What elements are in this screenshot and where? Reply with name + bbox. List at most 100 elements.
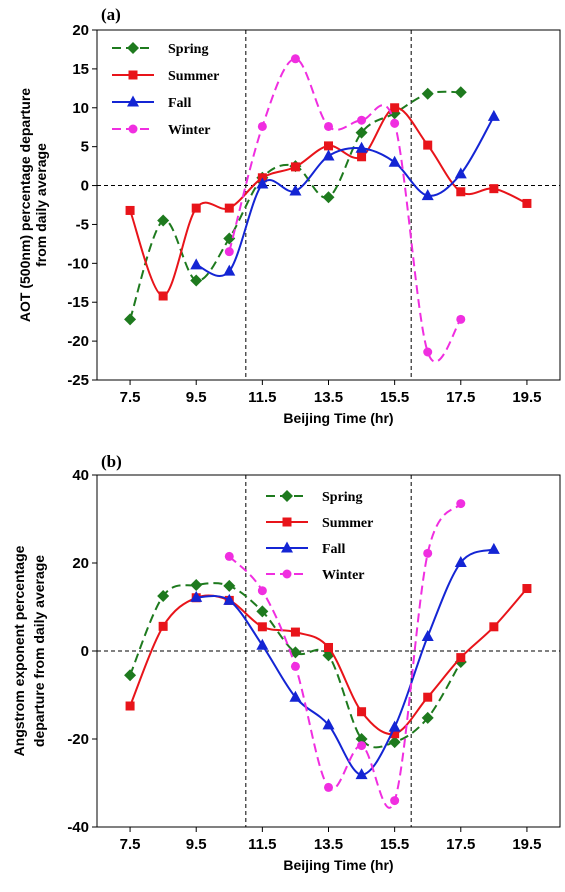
series-line <box>196 548 495 776</box>
x-tick-label: 7.5 <box>120 389 141 406</box>
series-fall <box>190 109 500 277</box>
y-tick-label: 0 <box>81 643 89 660</box>
data-point <box>357 707 367 717</box>
y-axis-label: from daily average <box>33 143 49 267</box>
data-point <box>322 191 335 204</box>
legend-label: Spring <box>168 42 208 57</box>
y-tick-label: -20 <box>67 731 89 748</box>
y-tick-label: -10 <box>67 255 89 272</box>
y-tick-label: -40 <box>67 819 89 836</box>
data-point <box>487 109 500 121</box>
y-tick-label: -25 <box>67 372 89 389</box>
x-tick-label: 11.5 <box>248 389 276 406</box>
y-tick-label: -5 <box>76 216 89 233</box>
data-point <box>257 622 267 632</box>
x-tick-label: 13.5 <box>314 836 343 853</box>
data-point <box>290 162 300 172</box>
y-tick-label: 15 <box>72 61 89 78</box>
data-point <box>289 690 302 702</box>
x-tick-label: 9.5 <box>186 389 207 406</box>
data-point <box>390 103 400 113</box>
y-axis-label: AOT (500nm) percentage departure <box>17 88 33 322</box>
data-point <box>421 87 434 100</box>
data-point <box>423 548 433 558</box>
data-point <box>454 167 467 179</box>
data-point <box>324 121 333 131</box>
data-point <box>257 121 267 131</box>
data-point <box>124 313 137 326</box>
data-point <box>324 782 333 792</box>
y-tick-label: 40 <box>72 467 89 484</box>
plot-frame <box>96 29 561 381</box>
data-point <box>388 736 401 749</box>
data-point <box>355 733 368 745</box>
x-tick-label: 11.5 <box>248 836 276 853</box>
data-point <box>290 54 300 64</box>
series-summer <box>125 103 532 301</box>
chart-panel-b: -40 -20 0 20 40 7.5 9.5 11.5 13.5 15.5 17.5 19.5 Bei… <box>11 452 561 873</box>
x-tick-label: 15.5 <box>380 836 409 853</box>
data-point <box>223 232 236 245</box>
data-point <box>224 247 234 257</box>
data-point <box>456 499 466 509</box>
data-point <box>355 768 368 780</box>
series-line <box>129 582 462 749</box>
data-point <box>257 586 267 596</box>
x-tick-label: 7.5 <box>120 836 141 853</box>
data-point <box>157 590 170 602</box>
legend-label: Spring <box>322 490 362 505</box>
data-point <box>124 669 137 682</box>
legend-marker <box>128 70 138 80</box>
data-point <box>421 629 434 641</box>
series-winter <box>224 499 466 809</box>
data-point <box>522 584 532 594</box>
series-winter <box>224 54 466 363</box>
legend-marker <box>281 541 293 553</box>
data-point <box>158 621 168 631</box>
chart-panel-a: -25 -20 -15 -10 -5 0 5 10 15 20 7.5 9.5 11.5 13.5 15.5… <box>17 5 561 426</box>
y-tick-label: -15 <box>67 294 89 311</box>
series-line <box>195 115 495 277</box>
x-tick-label: 19.5 <box>512 389 541 406</box>
data-point <box>489 184 499 194</box>
y-tick-label: 20 <box>72 22 89 39</box>
data-point <box>421 711 434 724</box>
data-point <box>324 141 333 151</box>
x-tick-label: 9.5 <box>186 836 207 853</box>
legend-label: Fall <box>168 96 191 111</box>
data-point <box>190 258 203 270</box>
data-point <box>322 718 335 730</box>
y-tick-label: 10 <box>72 100 89 117</box>
legend-marker <box>282 517 292 527</box>
legend-marker <box>281 490 293 502</box>
series-line <box>228 502 462 809</box>
data-point <box>388 720 401 732</box>
x-tick-label: 17.5 <box>446 836 475 853</box>
data-point <box>190 579 203 591</box>
data-point <box>256 177 269 189</box>
data-point <box>355 141 368 153</box>
data-point <box>223 593 236 605</box>
data-point <box>324 642 333 652</box>
data-point <box>423 347 433 357</box>
legend-marker <box>128 124 138 134</box>
data-point <box>456 653 466 663</box>
data-point <box>454 86 467 99</box>
data-point <box>125 205 135 215</box>
legend-label: Summer <box>168 69 219 84</box>
series-line <box>228 57 462 363</box>
data-point <box>423 692 433 702</box>
series-line <box>129 90 461 320</box>
y-tick-label: 20 <box>72 555 89 572</box>
x-axis-label: Beijing Time (hr) <box>283 410 393 426</box>
series-fall <box>190 542 500 780</box>
data-point <box>456 187 466 197</box>
data-point <box>355 126 368 139</box>
x-tick-label: 13.5 <box>314 389 343 406</box>
data-point <box>357 741 367 751</box>
legend-marker <box>127 95 139 107</box>
legend-marker <box>282 569 292 579</box>
data-point <box>390 796 400 806</box>
legend-label: Summer <box>322 516 373 531</box>
data-point <box>224 551 234 561</box>
